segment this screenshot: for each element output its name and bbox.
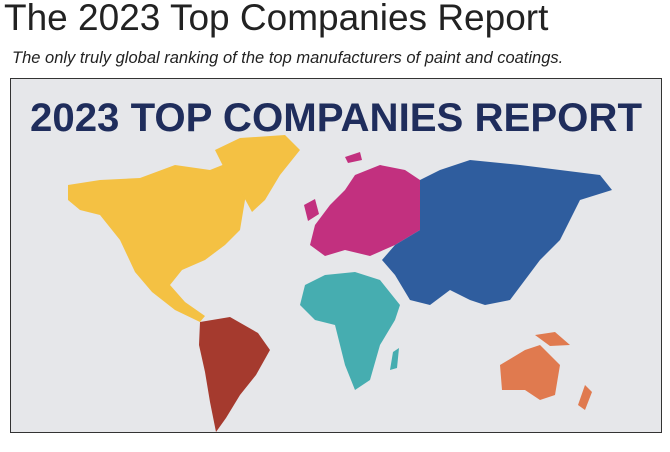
- svalbard: [345, 152, 362, 163]
- africa: [300, 272, 400, 390]
- australia: [500, 345, 560, 400]
- image-heading: 2023 TOP COMPANIES REPORT: [30, 96, 642, 140]
- new-zealand: [578, 385, 592, 410]
- south-america: [199, 317, 270, 432]
- subtitle: The only truly global ranking of the top…: [12, 49, 563, 67]
- report-image: 2023 TOP COMPANIES REPORT: [10, 78, 662, 433]
- british-isles: [304, 199, 319, 221]
- greenland: [215, 135, 300, 212]
- page-title: The 2023 Top Companies Report: [4, 0, 549, 38]
- asia: [382, 160, 612, 305]
- madagascar: [390, 348, 399, 370]
- north-america: [68, 160, 250, 322]
- europe: [310, 165, 420, 256]
- new-guinea: [535, 332, 570, 346]
